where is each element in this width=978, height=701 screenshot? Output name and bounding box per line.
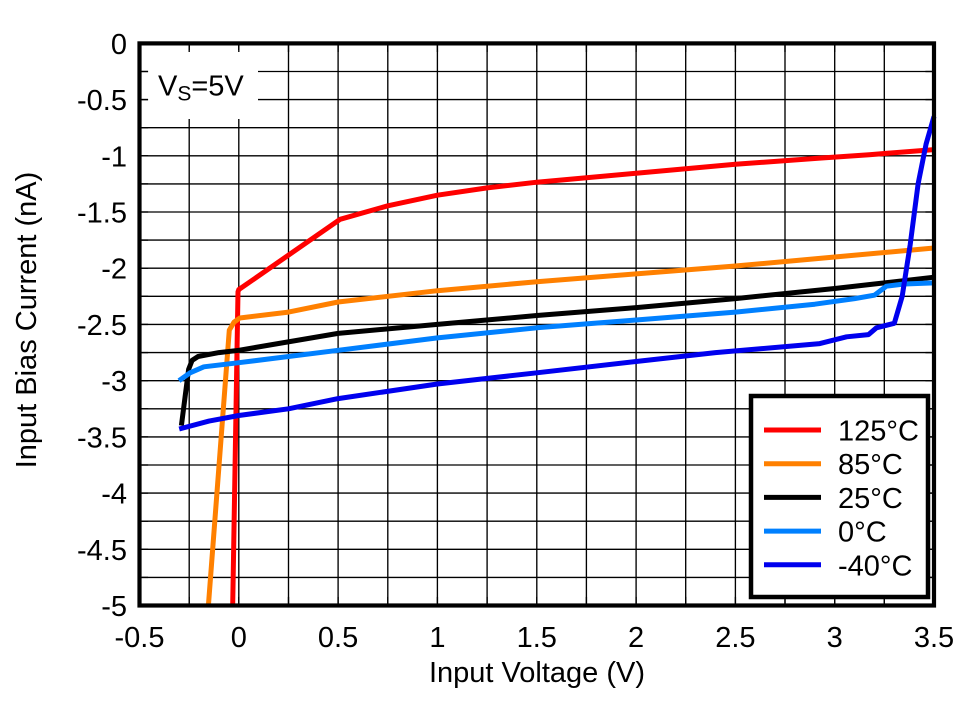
svg-text:-1.5: -1.5 — [77, 198, 127, 230]
svg-text:2: 2 — [628, 622, 644, 654]
svg-text:1: 1 — [429, 622, 445, 654]
svg-text:-40°C: -40°C — [838, 550, 912, 582]
svg-text:-0.5: -0.5 — [77, 85, 127, 117]
svg-text:25°C: 25°C — [838, 483, 903, 515]
svg-text:1.5: 1.5 — [517, 622, 557, 654]
svg-text:-4: -4 — [101, 479, 127, 511]
svg-text:0°C: 0°C — [838, 517, 887, 549]
svg-text:-4.5: -4.5 — [77, 535, 127, 567]
svg-text:-1: -1 — [101, 141, 127, 173]
svg-text:-3: -3 — [101, 366, 127, 398]
svg-text:0: 0 — [111, 29, 127, 61]
svg-text:85°C: 85°C — [838, 449, 903, 481]
svg-text:Input Voltage (V): Input Voltage (V) — [429, 657, 645, 689]
svg-text:-2: -2 — [101, 254, 127, 286]
svg-text:3.5: 3.5 — [914, 622, 954, 654]
svg-text:-5: -5 — [101, 591, 127, 623]
svg-text:-3.5: -3.5 — [77, 422, 127, 454]
svg-text:-0.5: -0.5 — [115, 622, 165, 654]
svg-text:Input Bias Current (nA): Input Bias Current (nA) — [11, 172, 43, 469]
svg-text:0: 0 — [231, 622, 247, 654]
svg-text:125°C: 125°C — [838, 416, 919, 448]
svg-text:2.5: 2.5 — [715, 622, 755, 654]
svg-text:3: 3 — [827, 622, 843, 654]
svg-text:VS=5V: VS=5V — [158, 71, 244, 106]
svg-text:0.5: 0.5 — [318, 622, 358, 654]
svg-text:-2.5: -2.5 — [77, 310, 127, 342]
